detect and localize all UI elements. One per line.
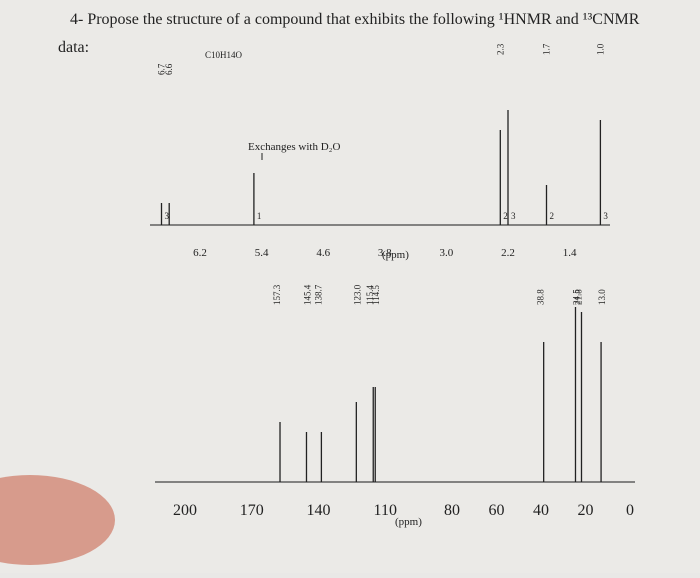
c-tick-label: 0 xyxy=(626,502,634,519)
finger xyxy=(0,475,115,565)
h-peak-label: 6.7 xyxy=(157,63,167,75)
h-integration: 2 xyxy=(550,211,555,221)
data-label: data: xyxy=(58,39,89,56)
h-tick-label: 5.4 xyxy=(255,247,269,259)
c-tick-label: 80 xyxy=(444,502,460,519)
h-tick-label: 4.6 xyxy=(316,247,330,259)
c-tick-label: 60 xyxy=(489,502,505,519)
h-peak-label: 1.7 xyxy=(542,43,552,55)
h-integration: 3 xyxy=(603,211,608,221)
c-peak-label: 138.7 xyxy=(313,284,323,305)
c-tick-label: 170 xyxy=(240,502,264,519)
c-peak-label: 38.8 xyxy=(536,289,546,305)
c-tick-label: 110 xyxy=(374,502,397,519)
h-axis-unit: (ppm) xyxy=(382,249,409,261)
h-integration: 3 xyxy=(511,211,516,221)
h-tick-label: 2.2 xyxy=(501,247,515,259)
c-tick-label: 20 xyxy=(578,502,594,519)
c-peak-label: 115.4 xyxy=(365,285,375,305)
c-tick-label: 40 xyxy=(533,502,549,519)
c-peak-label: 157.3 xyxy=(272,284,282,305)
h-integration: 2 xyxy=(503,211,508,221)
h-peak-label: 6.6 xyxy=(164,63,174,75)
c-tick-label: 140 xyxy=(307,502,331,519)
annotation: Exchanges with D₂O xyxy=(248,141,340,153)
h-peak-label: 2.3 xyxy=(495,43,505,55)
formula: C10H14O xyxy=(205,50,243,60)
c-axis-unit: (ppm) xyxy=(395,516,422,528)
c-peak-label: 13.0 xyxy=(597,289,607,305)
h-tick-label: 3.0 xyxy=(440,247,454,259)
h-tick-label: 1.4 xyxy=(563,247,577,259)
question: 4- Propose the structure of a compound t… xyxy=(70,11,640,28)
c-peak-label: 21.8 xyxy=(573,289,583,305)
h-peak-label: 1.0 xyxy=(595,43,605,55)
h-integration: 1 xyxy=(257,211,262,221)
h-integration: 3 xyxy=(165,211,170,221)
c-tick-label: 200 xyxy=(173,502,197,519)
c-peak-label: 123.0 xyxy=(352,284,362,305)
h-tick-label: 6.2 xyxy=(193,247,207,259)
c-peak-label: 114.5 xyxy=(371,285,381,305)
h-tick-label: 3.8 xyxy=(378,247,392,259)
c-peak-label: 24.5 xyxy=(571,289,581,305)
c-peak-label: 145.4 xyxy=(302,284,312,305)
